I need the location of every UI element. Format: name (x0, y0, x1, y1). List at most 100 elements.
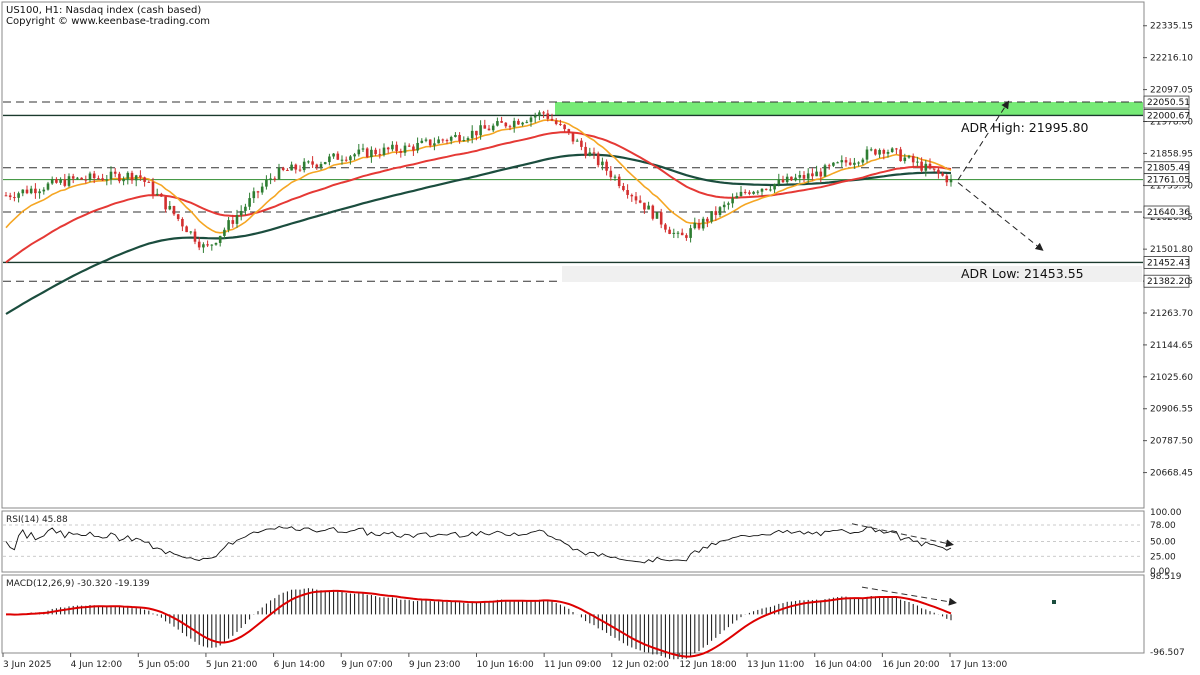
candle-body (97, 178, 100, 180)
rsi-axis-label: 50.00 (1150, 538, 1176, 548)
candle-body (269, 178, 272, 180)
candle-body (802, 175, 806, 179)
price-axis-label: 20668.45 (1150, 469, 1193, 479)
candle-body (622, 186, 625, 191)
price-level-label: 21452.43 (1147, 258, 1190, 268)
candle-body (59, 179, 62, 183)
candle-body (529, 117, 533, 122)
candle-body (105, 179, 109, 181)
candle-body (80, 177, 83, 180)
candle-body (559, 123, 562, 125)
candle-body (575, 140, 579, 142)
candle-body (101, 178, 104, 181)
candle-body (50, 179, 54, 184)
candle-body (865, 149, 869, 160)
price-level-label: 22050.51 (1147, 98, 1190, 108)
candle-body (550, 118, 554, 121)
candle-body (441, 139, 445, 141)
candle-body (55, 179, 58, 183)
candle-body (84, 179, 88, 181)
candle-body (827, 165, 831, 167)
candle-body (861, 159, 865, 163)
price-axis-label: 21858.95 (1150, 149, 1193, 159)
candle-body (155, 193, 159, 195)
price-axis-label: 21263.70 (1150, 309, 1193, 319)
time-axis-label: 10 Jun 16:00 (477, 660, 534, 670)
price-axis-label: 21739.90 (1150, 181, 1193, 191)
candle-body (302, 161, 306, 171)
supply-zone-rect (555, 102, 1143, 116)
time-axis-label: 5 Jun 21:00 (206, 660, 258, 670)
price-level-label: 22000.67 (1147, 111, 1190, 121)
candle-body (794, 177, 797, 181)
candle-body (613, 176, 617, 178)
candle-body (760, 188, 764, 192)
candle-body (63, 179, 67, 186)
candle-body (462, 140, 466, 142)
candle-body (206, 244, 209, 246)
candle-body (592, 152, 596, 154)
candle-body (655, 212, 659, 219)
candle-body (420, 140, 424, 143)
candle-body (307, 161, 310, 163)
price-level-box (1143, 205, 1190, 219)
candle-body (176, 214, 180, 219)
candle-body (13, 197, 16, 199)
candle-body (197, 241, 201, 248)
adr-high-arrow (957, 100, 1010, 181)
candle-body (605, 161, 608, 171)
candle-body (223, 229, 226, 236)
candle-body (819, 171, 823, 177)
price-axis-label: 21025.60 (1150, 373, 1193, 383)
candle-body (172, 205, 176, 215)
candle-body (454, 134, 457, 137)
candle-body (458, 134, 461, 142)
price-axis-label: 21144.65 (1150, 341, 1193, 351)
candle-body (769, 189, 772, 191)
adr-low-label: ADR Low: 21453.55 (961, 266, 1084, 281)
candle-body (361, 148, 365, 150)
candle-body (25, 189, 29, 194)
candle-body (227, 220, 230, 230)
candle-body (395, 144, 398, 151)
candle-body (727, 203, 730, 205)
price-axis-label: 22097.05 (1150, 86, 1193, 96)
candle-body (903, 157, 907, 162)
macd-signal-line (6, 589, 952, 658)
candle-body (928, 163, 932, 169)
candle-body (752, 191, 755, 194)
time-axis-label: 4 Jun 12:00 (71, 660, 123, 670)
candle-body (693, 222, 697, 229)
candle-body (781, 179, 785, 183)
candle-body (777, 179, 781, 185)
candle-body (281, 167, 285, 171)
time-axis-label: 17 Jun 13:00 (950, 660, 1007, 670)
rsi-divergence-arrow (851, 523, 954, 548)
time-axis: 3 Jun 2025 4 Jun 12:00 5 Jun 05:00 5 Jun 21… (2, 653, 1007, 670)
candle-body (601, 161, 604, 166)
candle-body (126, 172, 130, 179)
candle-body (836, 162, 839, 164)
price-axis: 22335.15 22216.10 22097.05 21978.00 21858.95… (1143, 22, 1193, 479)
candle-body (235, 215, 239, 224)
candle-body (386, 147, 390, 150)
price-axis-label: 21501.80 (1150, 245, 1193, 255)
candle-body (563, 124, 566, 130)
candle-body (470, 130, 474, 139)
candle-body (260, 186, 264, 193)
candle-body (164, 196, 167, 210)
candle-body (256, 191, 260, 193)
rsi-axis-label: 78.00 (1150, 521, 1176, 531)
candle-body (21, 189, 25, 194)
candle-body (945, 175, 949, 183)
supply-zone (555, 102, 1143, 116)
candle-body (42, 189, 46, 192)
price-level-label: 21640.36 (1147, 208, 1190, 218)
adr-low-arrow (957, 182, 1044, 251)
candle-body (109, 171, 113, 180)
candle-body (391, 144, 394, 150)
candle-body (722, 204, 726, 208)
candle-body (508, 126, 512, 128)
price-axis-label: 20906.55 (1150, 405, 1193, 415)
